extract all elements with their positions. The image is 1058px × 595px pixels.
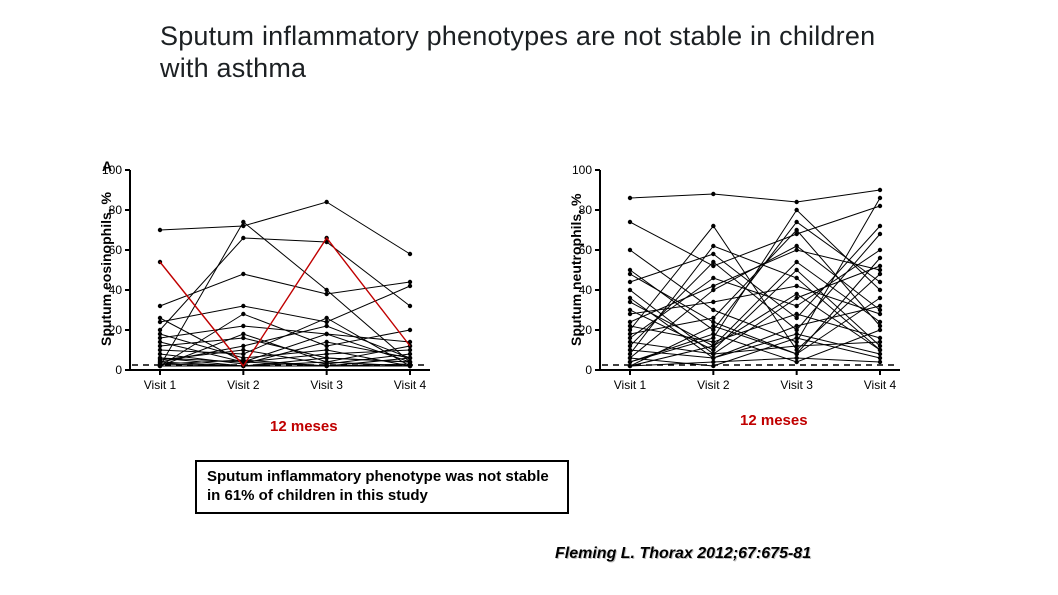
months-label-b: 12 meses [740,412,808,429]
y-tick: 0 [100,363,122,377]
y-tick: 80 [570,203,592,217]
x-tick: Visit 4 [385,378,435,392]
citation: Fleming L. Thorax 2012;67:675-81 [555,545,811,563]
y-tick: 0 [570,363,592,377]
y-tick: 40 [100,283,122,297]
chart-eosinophils: Sputum eosinophils, %020406080100Visit 1… [130,170,510,420]
x-tick: Visit 2 [688,378,738,392]
plot-svg [130,170,430,380]
x-tick: Visit 3 [302,378,352,392]
y-tick: 40 [570,283,592,297]
x-tick: Visit 1 [605,378,655,392]
y-tick: 20 [100,323,122,337]
y-tick: 60 [100,243,122,257]
plot-svg [600,170,900,380]
x-tick: Visit 2 [218,378,268,392]
x-tick: Visit 1 [135,378,185,392]
y-tick: 60 [570,243,592,257]
chart-neutrophils: Sputum neutrophils, %020406080100Visit 1… [600,170,980,420]
y-tick: 20 [570,323,592,337]
months-label-a: 12 meses [270,418,338,435]
page-title: Sputum inflammatory phenotypes are not s… [160,20,900,85]
y-tick: 100 [570,163,592,177]
x-tick: Visit 3 [772,378,822,392]
y-tick: 100 [100,163,122,177]
y-tick: 80 [100,203,122,217]
x-tick: Visit 4 [855,378,905,392]
callout-box: Sputum inflammatory phenotype was not st… [195,460,569,514]
